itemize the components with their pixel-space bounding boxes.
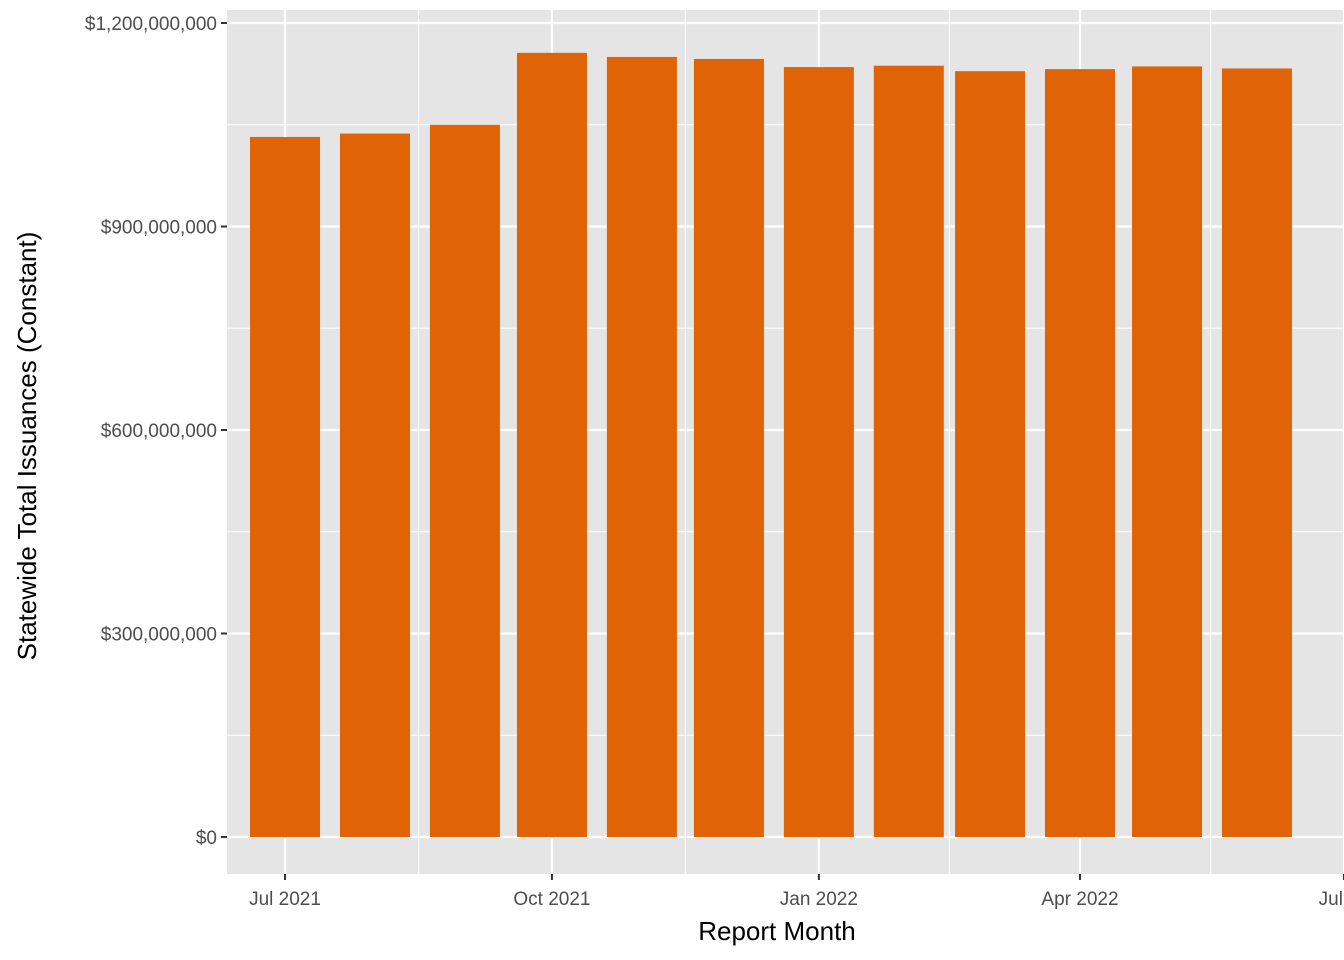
bar: [429, 124, 500, 837]
x-tick-label: Oct 2021: [513, 889, 590, 910]
bar: [1221, 68, 1292, 837]
bar: [693, 58, 764, 838]
x-tick-label: Jul 2021: [249, 889, 321, 910]
bar: [339, 133, 410, 837]
x-tick-label: Jul 20: [1319, 889, 1344, 910]
bar: [516, 52, 587, 837]
bar: [606, 56, 677, 837]
y-axis-title: Statewide Total Issuances (Constant): [12, 232, 42, 661]
x-tick-label: Jan 2022: [780, 889, 858, 910]
bar: [955, 71, 1026, 837]
bar: [1132, 66, 1203, 837]
y-tick-label: $0: [196, 828, 217, 849]
y-tick-label: $900,000,000: [101, 218, 217, 239]
bar: [1044, 69, 1115, 838]
y-tick-label: $300,000,000: [101, 625, 217, 646]
bar: [250, 136, 321, 837]
x-tick-label: Apr 2022: [1041, 889, 1118, 910]
y-tick-label: $1,200,000,000: [85, 14, 217, 35]
x-axis: Jul 2021 Oct 2021 Jan 2022 Apr 2022 Jul 20: [249, 874, 1344, 910]
y-tick-label: $600,000,000: [101, 421, 217, 442]
bar: [873, 65, 944, 838]
x-axis-title: Report Month: [698, 916, 856, 946]
y-axis: $0 $300,000,000 $600,000,000 $900,000,000 $1…: [85, 14, 227, 849]
bar: [783, 67, 854, 837]
bars: [250, 52, 1292, 838]
